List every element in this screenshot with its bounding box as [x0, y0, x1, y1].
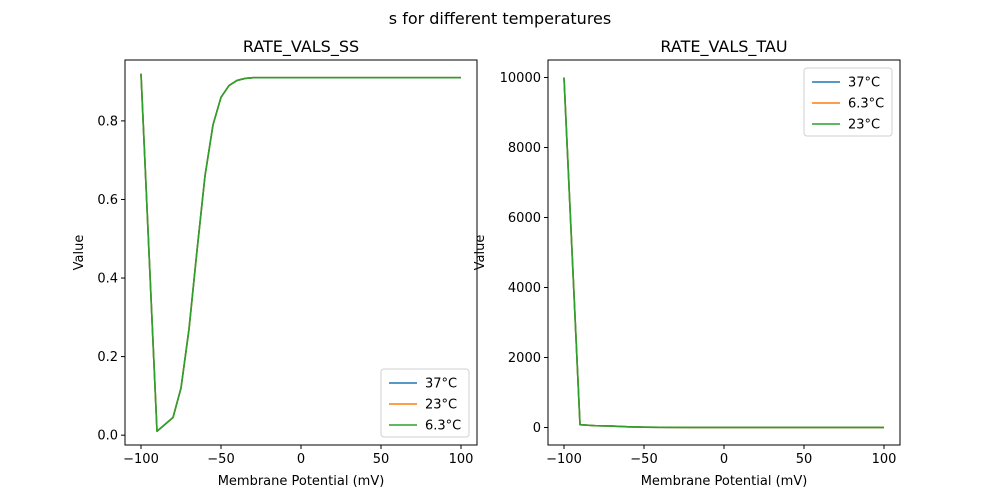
- x-tick-label: 50: [373, 452, 390, 467]
- x-axis-label: Membrane Potential (mV): [641, 474, 808, 489]
- y-tick-label: 0.4: [97, 272, 118, 287]
- x-tick-label: 100: [872, 452, 897, 467]
- x-tick-label: 100: [449, 452, 474, 467]
- legend-label-2: 23°C: [848, 118, 880, 133]
- x-tick-label: −50: [207, 452, 234, 467]
- y-tick-label: 0.0: [97, 429, 118, 444]
- legend-box: [380, 368, 470, 438]
- x-tick-label: −100: [546, 452, 582, 467]
- y-axis-label: Value: [473, 235, 488, 271]
- y-tick-label: 8000: [508, 141, 541, 156]
- x-tick-label: 0: [720, 452, 728, 467]
- y-tick-label: 2000: [508, 351, 541, 366]
- legend-label-1: 6.3°C: [848, 97, 884, 112]
- y-tick-label: 6000: [508, 211, 541, 226]
- subplot-rate-vals-ss: RATE_VALS_SS −100 −50 0 50 100 0.0 0.2 0.4 0.6 0.8…: [72, 37, 478, 489]
- figure-suptitle: s for different temperatures: [389, 9, 611, 28]
- series-line-2: [140, 73, 461, 433]
- subplot-title: RATE_VALS_SS: [243, 37, 359, 57]
- y-tick-label: 10000: [500, 71, 541, 86]
- y-axis-label: Value: [72, 235, 87, 271]
- legend-label-0: 37°C: [848, 76, 880, 91]
- legend-label-0: 37°C: [425, 377, 457, 392]
- y-tick-label: 0.8: [97, 114, 118, 129]
- legend-label-2: 6.3°C: [425, 419, 461, 434]
- x-axis-label: Membrane Potential (mV): [218, 474, 385, 489]
- legend-box: [803, 67, 893, 137]
- x-tick-label: 0: [297, 452, 305, 467]
- subplot-rate-vals-tau: RATE_VALS_TAU −100 −50 0 50 100 0 2000 4000 6000 8…: [473, 37, 901, 489]
- y-tick-label: 0: [533, 421, 541, 436]
- legend-label-1: 23°C: [425, 398, 457, 413]
- y-tick-label: 0.2: [97, 350, 118, 365]
- legend: 37°C 6.3°C 23°C: [803, 67, 893, 137]
- x-tick-label: 50: [796, 452, 813, 467]
- y-tick-label: 0.6: [97, 193, 118, 208]
- subplot-title: RATE_VALS_TAU: [660, 37, 787, 57]
- x-tick-label: −100: [123, 452, 159, 467]
- y-tick-label: 4000: [508, 281, 541, 296]
- legend: 37°C 23°C 6.3°C: [380, 368, 470, 438]
- series-line-2: [563, 77, 884, 429]
- x-tick-label: −50: [630, 452, 657, 467]
